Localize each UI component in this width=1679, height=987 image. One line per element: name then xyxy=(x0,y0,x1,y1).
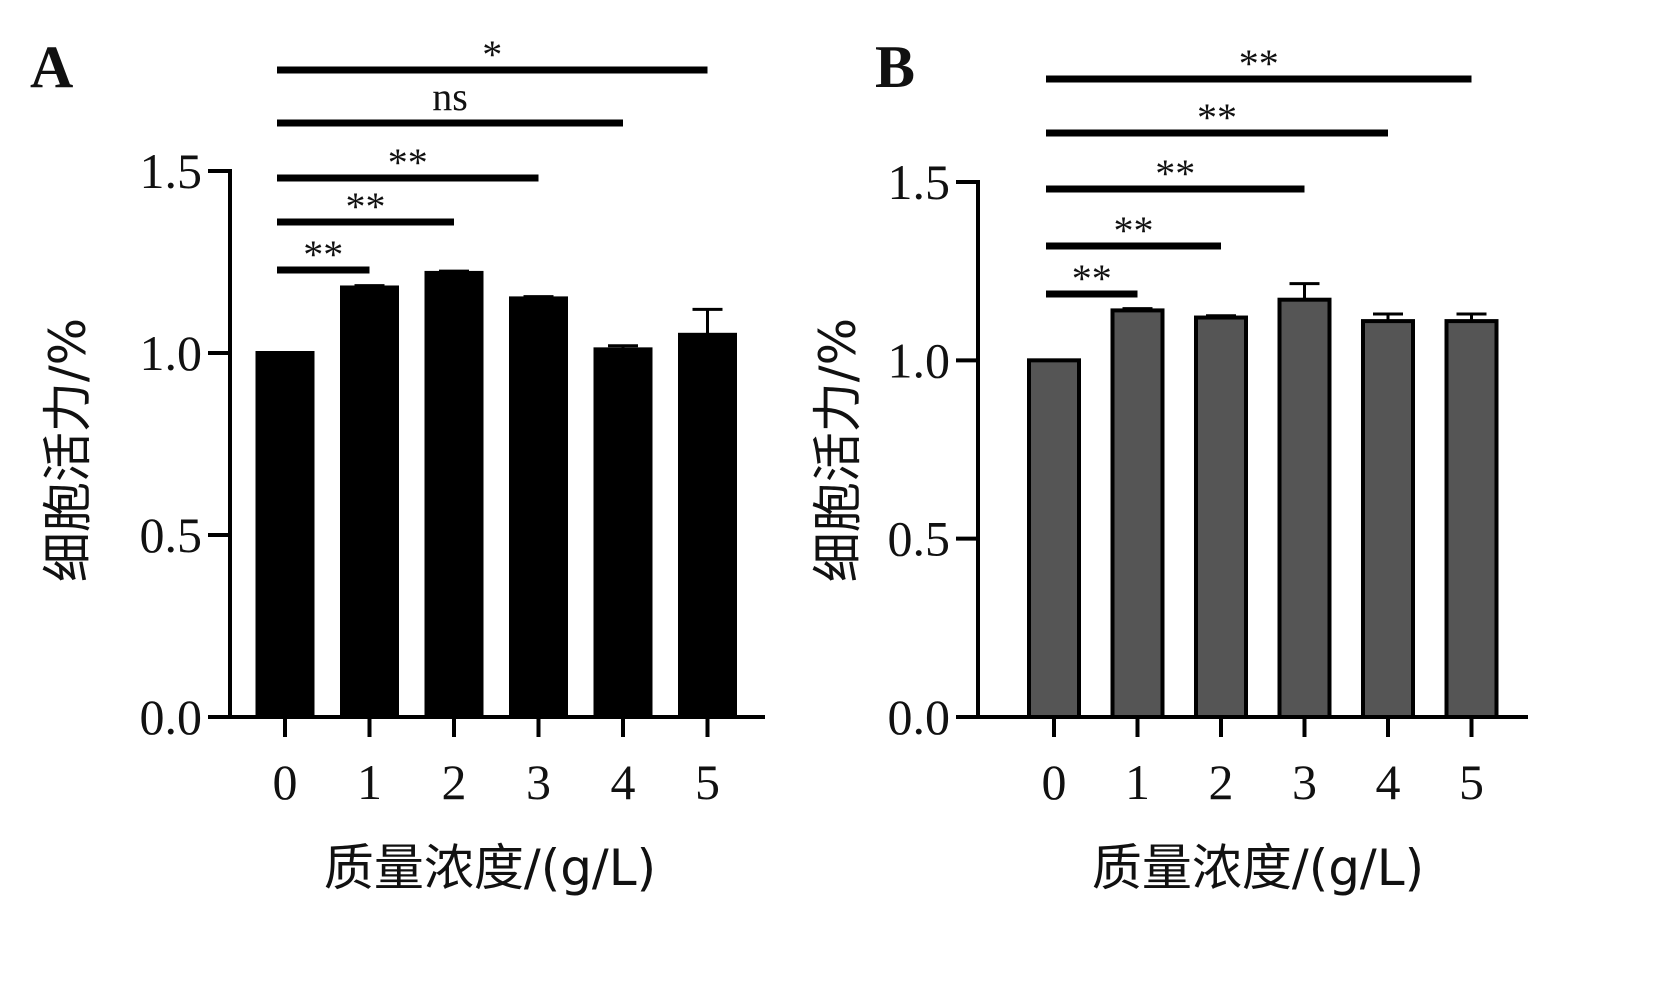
panel-a-x-axis-title: 质量浓度/(g/L) xyxy=(324,839,656,897)
panel-b-x-tick-label: 0 xyxy=(1042,754,1067,810)
panel-b-y-tick-label: 0.0 xyxy=(888,689,951,745)
panel-a-y-tick-label: 0.0 xyxy=(140,689,203,745)
panel-b-y-tick-label: 1.5 xyxy=(888,154,951,210)
panel-b-x-tick-label: 5 xyxy=(1459,754,1484,810)
panel-b-label: B xyxy=(875,34,915,100)
panel-a-bar-2 xyxy=(424,270,484,719)
panel-b-bar-0 xyxy=(1027,358,1081,719)
panel-a-x-tick-label: 1 xyxy=(357,754,382,810)
panel-a-label: A xyxy=(30,34,73,100)
panel-b-sig-label-3: ** xyxy=(1155,151,1195,196)
panel-a-sig-label-1: ** xyxy=(303,232,343,277)
panel-b-x-tick-label: 4 xyxy=(1376,754,1401,810)
panel-b-y-tick-label: 1.0 xyxy=(888,332,951,388)
panel-b-bar-5 xyxy=(1444,319,1499,719)
panel-a-x-tick-label: 5 xyxy=(695,754,720,810)
panel-b-bar-2 xyxy=(1194,315,1248,719)
panel-a-y-tick-label: 1.5 xyxy=(140,143,203,199)
panel-a-sig-label-2: ** xyxy=(346,184,386,229)
panel-a-sig-label-4: ns xyxy=(432,74,468,119)
panel-b-sig-label-4: ** xyxy=(1197,95,1237,140)
panel-a-x-tick-label: 3 xyxy=(526,754,551,810)
panel-b-bar-1 xyxy=(1110,308,1165,719)
panel-b-sig-label-2: ** xyxy=(1114,208,1154,253)
panel-b-x-axis-title: 质量浓度/(g/L) xyxy=(1092,839,1424,897)
panel-a-x-tick-label: 4 xyxy=(611,754,636,810)
panel-a-bar-0 xyxy=(255,351,315,719)
panel-b-x-tick-label: 2 xyxy=(1209,754,1234,810)
panel-b-y-axis-title: 细胞活力/% xyxy=(809,318,867,582)
panel-a-y-tick-label: 0.5 xyxy=(140,507,203,563)
panel-a: A0.00.51.01.50 1 2 3 4 5******ns*细胞活力/%质量浓度/(… xyxy=(30,32,765,897)
panel-a-sig-label-5: * xyxy=(482,32,502,77)
panel-b: B0.00.51.01.50 1 2 3 4 5**********细胞活力/%质量浓度/… xyxy=(809,34,1528,897)
panel-b-x-tick-label: 3 xyxy=(1292,754,1317,810)
panel-a-bar-1 xyxy=(340,285,399,719)
panel-b-bar-4 xyxy=(1361,319,1415,719)
panel-a-y-axis-title: 细胞活力/% xyxy=(39,318,97,582)
panel-b-sig-label-1: ** xyxy=(1072,256,1112,301)
panel-a-bar-3 xyxy=(509,296,568,719)
panel-a-bar-4 xyxy=(593,347,653,719)
panel-a-sig-label-3: ** xyxy=(388,140,428,185)
panel-a-x-tick-label: 2 xyxy=(442,754,467,810)
panel-a-x-tick-label: 0 xyxy=(273,754,298,810)
panel-a-y-tick-label: 1.0 xyxy=(140,325,203,381)
panel-b-bar-3 xyxy=(1277,297,1332,719)
panel-a-bar-5 xyxy=(678,332,737,719)
panel-b-sig-label-5: ** xyxy=(1239,41,1279,86)
panel-b-y-tick-label: 0.5 xyxy=(888,511,951,567)
panel-b-x-tick-label: 1 xyxy=(1125,754,1150,810)
